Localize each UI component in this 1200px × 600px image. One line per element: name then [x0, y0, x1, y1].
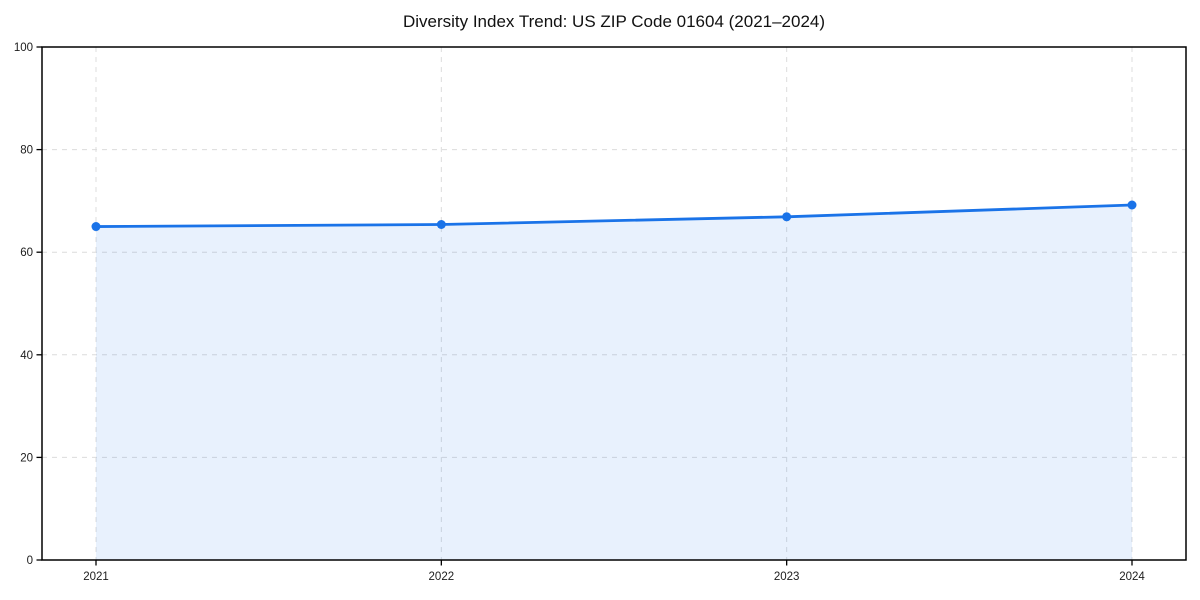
- x-tick-label: 2023: [774, 571, 800, 583]
- x-tick-label: 2021: [83, 571, 109, 583]
- y-tick-label: 80: [20, 145, 33, 157]
- grid-layer: [42, 47, 1186, 560]
- y-tick-label: 0: [27, 555, 33, 567]
- data-point-2022: [436, 219, 446, 229]
- trend-line: [94, 203, 1134, 228]
- x-tick-label: 2024: [1119, 571, 1145, 583]
- y-tick-label: 40: [20, 350, 33, 362]
- y-tick-label: 20: [20, 452, 33, 464]
- chart-title: Diversity Index Trend: US ZIP Code 01604…: [403, 12, 825, 31]
- axis-layer: 0 20 40 60 80 100 2021 2022 2023 2024: [14, 42, 1187, 583]
- plot-frame: [41, 46, 1187, 561]
- area-fill: [96, 205, 1132, 560]
- x-tick-label: 2022: [429, 571, 455, 583]
- data-point-2021: [91, 222, 101, 232]
- data-point-2024: [1127, 200, 1137, 210]
- data-point-2023: [782, 212, 792, 222]
- y-tick-label: 100: [14, 42, 33, 54]
- data-layer: [91, 200, 1137, 560]
- y-tick-label: 60: [20, 247, 33, 259]
